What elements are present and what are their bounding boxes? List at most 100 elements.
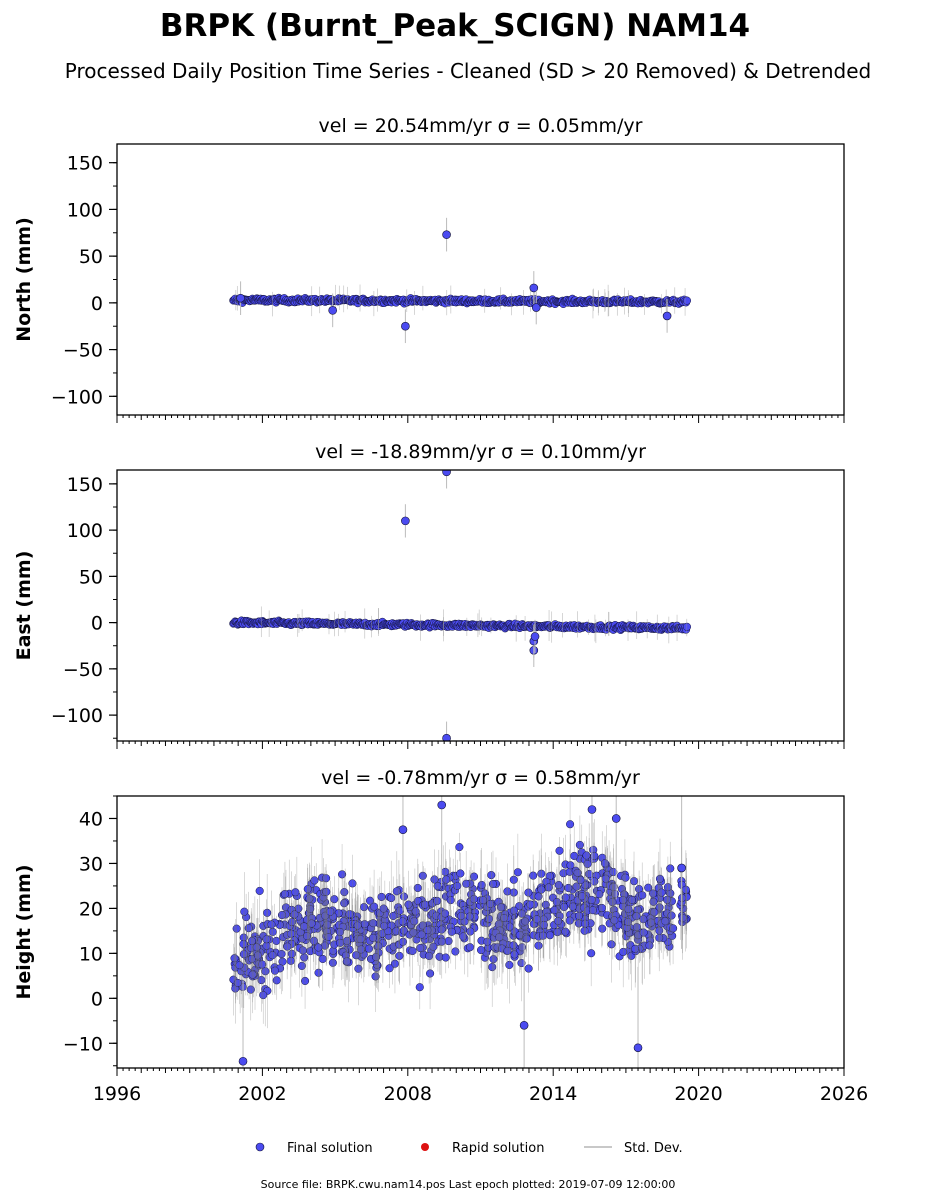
final-point (287, 918, 297, 927)
final-point (479, 896, 488, 905)
final-point (575, 911, 584, 920)
north-panel: −100 −50 0 50 100 150 vel = 20.54mm/yr σ = 0.0… (13, 115, 845, 423)
final-point (534, 892, 543, 901)
final-point (455, 843, 464, 852)
final-point (577, 892, 587, 901)
final-point (503, 946, 512, 955)
legend-rapid-marker (421, 1143, 429, 1151)
final-point (303, 885, 312, 894)
final-point (253, 951, 262, 960)
final-point (532, 915, 541, 924)
final-point (509, 906, 519, 915)
final-point (398, 825, 408, 835)
plot-area (229, 796, 691, 1068)
final-point (550, 906, 559, 915)
final-point (280, 889, 289, 899)
final-point (529, 283, 539, 293)
y-tick-label: −10 (63, 1033, 103, 1055)
final-point (619, 947, 628, 957)
final-point (297, 961, 306, 970)
x-tick-label: 2014 (529, 1083, 577, 1105)
final-point (521, 917, 530, 926)
final-point (621, 873, 630, 882)
x-tick-label: 2008 (384, 1083, 432, 1105)
final-point (354, 964, 363, 973)
final-point (573, 868, 582, 877)
final-point (447, 927, 456, 936)
final-point (399, 892, 409, 901)
final-point (645, 941, 654, 950)
final-point (561, 893, 570, 902)
final-point (399, 926, 408, 935)
y-tick-label: 0 (91, 988, 103, 1010)
final-point (477, 946, 486, 955)
final-point (505, 960, 514, 969)
east-panel: −100 −50 0 50 100 150 vel = -18.89mm/yr σ = 0.… (13, 441, 845, 749)
final-point (433, 896, 442, 906)
final-point (268, 951, 277, 960)
final-point (513, 868, 522, 877)
final-point (483, 937, 492, 946)
final-point (370, 902, 379, 911)
final-point (655, 903, 664, 912)
final-point (437, 925, 446, 934)
final-point (553, 928, 562, 937)
final-point (441, 953, 450, 962)
final-point (639, 915, 648, 924)
final-point (345, 910, 354, 919)
final-point (510, 950, 519, 959)
final-point (568, 902, 577, 911)
final-point (526, 900, 535, 909)
final-point (489, 955, 498, 964)
final-point (287, 949, 296, 958)
final-point (587, 949, 596, 958)
final-point (423, 926, 432, 935)
final-point (247, 937, 256, 946)
y-tick-label: 10 (79, 943, 103, 965)
final-point (306, 904, 315, 913)
final-point (395, 951, 404, 960)
final-point (451, 947, 460, 956)
final-point (310, 876, 319, 885)
final-point (531, 303, 541, 312)
y-axis-label: East (mm) (13, 551, 35, 661)
y-tick-label: 150 (67, 474, 103, 496)
legend-final-marker (255, 1142, 265, 1152)
final-point (446, 896, 455, 905)
x-tick-label: 2020 (674, 1083, 722, 1105)
final-point (649, 897, 658, 906)
final-point (678, 913, 687, 922)
legend-std-label: Std. Dev. (624, 1141, 683, 1156)
final-point (322, 887, 331, 896)
final-point (524, 964, 533, 973)
final-point (287, 929, 296, 938)
y-tick-label: 100 (67, 520, 103, 542)
final-point (259, 991, 268, 1000)
final-point (314, 943, 323, 952)
final-point (236, 293, 245, 303)
final-point (650, 908, 659, 917)
final-point (582, 851, 591, 860)
final-point (631, 944, 640, 953)
final-point (359, 903, 369, 912)
final-point (418, 871, 427, 880)
final-point (661, 917, 670, 926)
final-point (609, 867, 618, 877)
final-point (416, 944, 425, 953)
final-point (270, 966, 280, 975)
final-point (380, 921, 389, 930)
final-point (655, 926, 664, 935)
final-point (608, 898, 617, 907)
final-point (336, 927, 345, 937)
final-point (262, 935, 271, 944)
final-point (515, 902, 524, 911)
final-point (484, 914, 494, 923)
final-point (340, 899, 349, 908)
final-point (647, 918, 656, 927)
final-point (258, 960, 267, 969)
final-point (413, 883, 422, 893)
x-tick-label: 2026 (820, 1083, 868, 1105)
final-point (257, 976, 266, 985)
final-point (537, 885, 546, 894)
final-point (462, 879, 471, 888)
